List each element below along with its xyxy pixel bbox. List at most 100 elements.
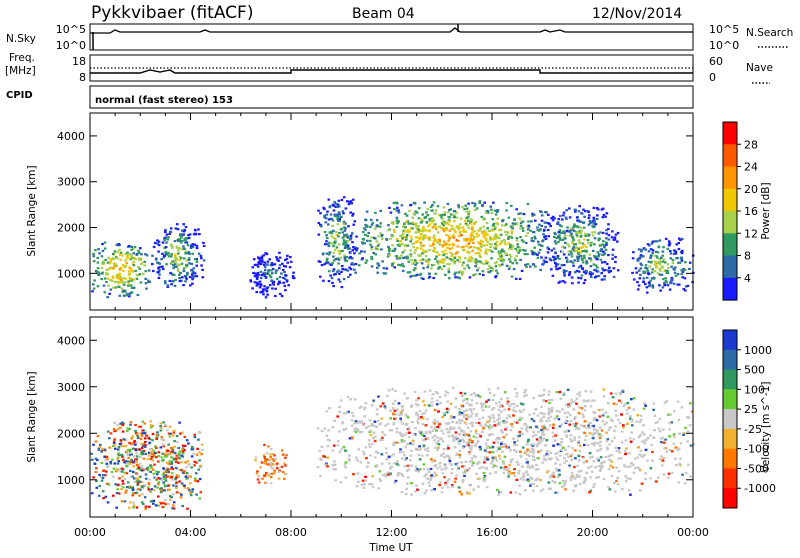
echo-cell (497, 494, 500, 496)
nsky-right-tick-top: 10^5 (709, 23, 739, 36)
echo-cell (270, 448, 273, 450)
echo-cell (621, 431, 624, 433)
echo-cell (459, 261, 462, 263)
echo-cell (122, 483, 125, 485)
echo-cell (600, 272, 603, 274)
echo-cell (680, 442, 683, 444)
echo-cell (604, 261, 607, 263)
freq-right-tick-top: 60 (709, 55, 723, 68)
echo-cell (580, 277, 583, 279)
echo-cell (496, 272, 499, 274)
echo-cell (278, 252, 281, 254)
echo-cell (663, 258, 666, 260)
echo-cell (567, 389, 570, 391)
echo-cell (488, 406, 491, 408)
colorbar-tick-label: 4 (744, 272, 751, 285)
echo-cell (580, 230, 583, 232)
echo-cell (558, 282, 561, 284)
echo-cell (654, 261, 657, 263)
echo-cell (490, 257, 493, 259)
echo-cell (447, 486, 450, 488)
echo-cell (203, 245, 206, 247)
echo-cell (443, 456, 446, 458)
echo-cell (155, 259, 158, 261)
echo-cell (132, 492, 135, 494)
echo-cell (464, 205, 467, 207)
echo-cell (162, 467, 165, 469)
echo-cell (410, 455, 413, 457)
echo-cell (122, 264, 125, 266)
echo-cell (119, 295, 122, 297)
echo-cell (132, 494, 135, 496)
echo-cell (119, 443, 122, 445)
echo-cell (555, 268, 558, 270)
echo-cell (574, 209, 577, 211)
echo-cell (151, 263, 154, 265)
echo-cell (398, 220, 401, 222)
echo-cell (387, 224, 390, 226)
echo-cell (546, 439, 549, 441)
echo-cell (338, 273, 341, 275)
echo-cell (181, 432, 184, 434)
echo-cell (260, 271, 263, 273)
echo-cell (658, 268, 661, 270)
echo-cell (428, 259, 431, 261)
echo-cell (617, 419, 620, 421)
echo-cell (195, 462, 198, 464)
echo-cell (179, 235, 182, 237)
echo-cell (111, 471, 114, 473)
echo-cell (458, 419, 461, 421)
echo-cell (588, 257, 591, 259)
echo-cell (338, 259, 341, 261)
echo-cell (139, 273, 142, 275)
echo-cell (202, 242, 205, 244)
echo-cell (500, 411, 503, 413)
echo-cell (275, 272, 278, 274)
echo-cell (557, 452, 560, 454)
echo-cell (162, 444, 165, 446)
echo-cell (284, 285, 287, 287)
echo-cell (559, 267, 562, 269)
echo-cell (118, 477, 121, 479)
echo-cell (283, 478, 286, 480)
echo-cell (351, 412, 354, 414)
echo-cell (194, 436, 197, 438)
echo-cell (599, 427, 602, 429)
echo-cell (441, 487, 444, 489)
echo-cell (395, 202, 398, 204)
echo-cell (455, 431, 458, 433)
echo-cell (564, 247, 567, 249)
echo-cell (446, 247, 449, 249)
echo-cell (136, 433, 139, 435)
echo-cell (673, 443, 676, 445)
echo-cell (140, 253, 143, 255)
echo-cell (148, 488, 151, 490)
echo-cell (603, 214, 606, 216)
echo-cell (600, 456, 603, 458)
echo-cell (141, 429, 144, 431)
echo-cell (624, 403, 627, 405)
echo-cell (652, 286, 655, 288)
echo-cell (250, 280, 253, 282)
echo-cell (326, 211, 329, 213)
echo-cell (437, 205, 440, 207)
echo-cell (673, 269, 676, 271)
echo-cell (114, 483, 117, 485)
echo-cell (636, 259, 639, 261)
echo-cell (332, 270, 335, 272)
echo-cell (464, 220, 467, 222)
echo-cell (667, 267, 670, 269)
echo-cell (276, 463, 279, 465)
echo-cell (508, 268, 511, 270)
echo-cell (655, 265, 658, 267)
echo-cell (454, 478, 457, 480)
echo-cell (681, 276, 684, 278)
echo-cell (438, 226, 441, 228)
echo-cell (102, 474, 105, 476)
echo-cell (481, 244, 484, 246)
echo-cell (178, 274, 181, 276)
echo-cell (198, 497, 201, 499)
echo-cell (461, 274, 464, 276)
echo-cell (118, 286, 121, 288)
echo-cell (361, 484, 364, 486)
